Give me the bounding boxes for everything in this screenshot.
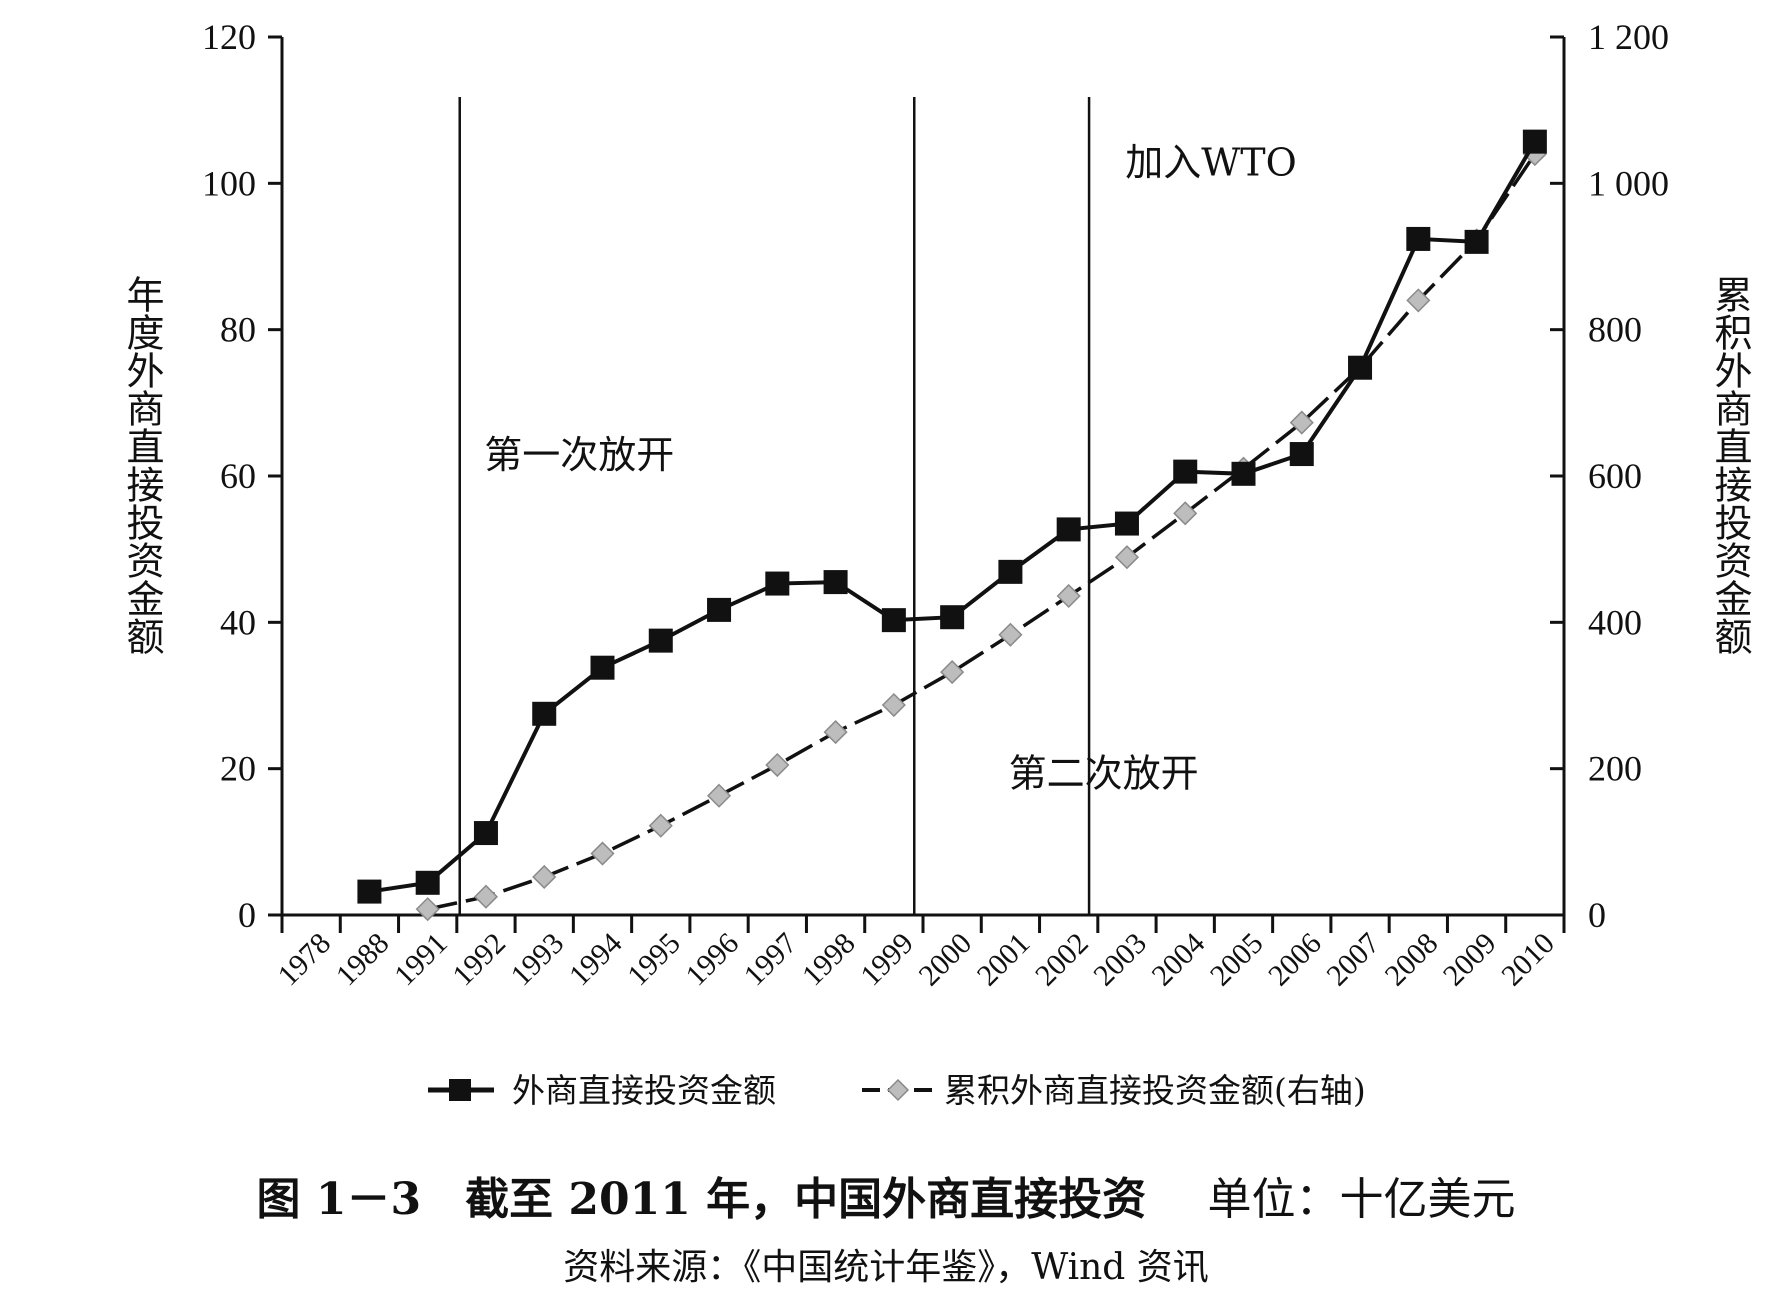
legend-item-cumulative-fdi: 累积外商直接投资金额(右轴) (944, 1071, 1366, 1110)
y-right-tick-label: 1 000 (1588, 163, 1669, 203)
x-tick-label: 1996 (679, 927, 745, 993)
cumulative-fdi-point (648, 813, 673, 838)
x-tick-label: 2009 (1437, 927, 1503, 993)
series-cumulative-fdi (415, 142, 1547, 922)
x-tick-label: 1978 (271, 927, 337, 993)
legend: 外商直接投资金额 累积外商直接投资金额(右轴) (428, 1071, 1366, 1110)
cumulative-fdi-point (1173, 501, 1198, 526)
x-tick-label: 2001 (971, 927, 1037, 993)
x-tick-label: 2006 (1262, 927, 1328, 993)
y-left-tick-label: 20 (220, 749, 256, 789)
cumulative-fdi-line (427, 153, 1537, 911)
x-tick-label: 2004 (1146, 927, 1212, 993)
x-tick-label: 1995 (621, 927, 687, 993)
y-right-tick-label: 600 (1588, 456, 1642, 496)
y-axis-right-label: 累积外商直接投资金额 (1708, 275, 1752, 655)
figure-title-main: 图 1－3 截至 2011 年，中国外商直接投资 (256, 1174, 1147, 1225)
y-left-tick-label: 40 (220, 602, 256, 642)
annual-fdi-point (823, 570, 848, 595)
annual-fdi-point (1348, 355, 1373, 380)
cumulative-fdi-point (765, 752, 790, 778)
annual-fdi-point (1406, 226, 1431, 251)
annual-fdi-point (532, 701, 557, 726)
x-tick-label: 1992 (446, 927, 512, 993)
cumulative-fdi-point (940, 660, 965, 685)
cumulative-fdi-point (590, 841, 615, 866)
y-right-tick-label: 1 200 (1588, 17, 1669, 57)
cumulative-fdi-point (998, 622, 1023, 647)
annual-fdi-point (1289, 442, 1314, 467)
chart-annotation: 加入WTO (1125, 140, 1297, 184)
legend-square-marker (449, 1079, 471, 1101)
cumulative-fdi-point (415, 897, 440, 922)
x-tick-label: 2007 (1320, 927, 1386, 993)
chart-annotation: 第二次放开 (1009, 751, 1199, 795)
annual-fdi-point (1173, 459, 1198, 484)
figure-source: 资料来源：《中国统计年鉴》，Wind 资讯 (563, 1247, 1209, 1288)
annual-fdi-point (590, 655, 615, 680)
x-tick-label: 1988 (330, 927, 396, 993)
cumulative-fdi-point (823, 720, 848, 745)
cumulative-fdi-point (1289, 410, 1314, 435)
legend-item-annual-fdi: 外商直接投资金额 (512, 1071, 776, 1110)
annual-fdi-point (707, 597, 732, 622)
y-right-tick-label: 200 (1588, 749, 1642, 789)
annual-fdi-point (1114, 511, 1139, 536)
y-left-tick-label: 60 (220, 456, 256, 496)
annual-fdi-point (1522, 129, 1547, 154)
annual-fdi-point (357, 879, 382, 904)
annual-fdi-point (998, 559, 1023, 584)
cumulative-fdi-point (1056, 583, 1081, 609)
annual-fdi-point (1464, 229, 1489, 254)
x-tick-label: 1999 (854, 927, 920, 993)
fdi-chart: 0 0 20 200 40 400 60 600 80 800 100 1 000 120 1 200 19… (120, 17, 1752, 1110)
y-left-tick-label: 100 (202, 163, 256, 203)
cumulative-fdi-point (1406, 288, 1431, 313)
y-right-tick-label: 800 (1588, 310, 1642, 350)
x-tick-label: 1991 (388, 927, 454, 993)
y-left-tick-label: 120 (202, 17, 256, 57)
y-right-tick-label: 0 (1588, 895, 1606, 935)
cumulative-fdi-point (1114, 545, 1140, 570)
axes: 0 0 20 200 40 400 60 600 80 800 100 1 000 120 1 200 19… (202, 17, 1669, 992)
annual-fdi-point (881, 608, 906, 633)
cumulative-fdi-point (532, 864, 557, 890)
annual-fdi-point (1056, 517, 1081, 542)
annual-fdi-point (415, 870, 440, 895)
series-annual-fdi (357, 129, 1547, 904)
cumulative-fdi-point (706, 783, 732, 808)
annual-fdi-point (765, 571, 790, 596)
figure-title-unit: 单位：十亿美元 (1207, 1174, 1516, 1225)
annual-fdi-line (369, 140, 1537, 894)
y-right-tick-label: 400 (1588, 602, 1642, 642)
x-tick-label: 2008 (1379, 927, 1445, 993)
cumulative-fdi-point (881, 692, 906, 718)
x-tick-label: 1998 (796, 927, 862, 993)
cumulative-fdi-point (473, 884, 499, 909)
x-tick-label: 1997 (738, 927, 804, 993)
y-left-tick-label: 80 (220, 310, 256, 350)
x-tick-label: 2010 (1495, 927, 1561, 993)
y-left-tick-label: 0 (238, 895, 256, 935)
legend-diamond-marker (886, 1078, 910, 1102)
x-tick-label: 2005 (1204, 927, 1270, 993)
chart-annotation: 第一次放开 (484, 433, 674, 477)
y-axis-left-label: 年度外商直接投资金额 (120, 275, 164, 655)
annual-fdi-point (1231, 461, 1256, 486)
x-tick-label: 2002 (1029, 927, 1095, 993)
x-tick-label: 1994 (563, 927, 629, 993)
x-tick-label: 1993 (505, 927, 571, 993)
figure-title: 图 1－3 截至 2011 年，中国外商直接投资 单位：十亿美元 (0, 1163, 1772, 1227)
annual-fdi-point (473, 821, 498, 846)
vertical-markers (458, 97, 1091, 915)
x-tick-label: 2000 (912, 927, 978, 993)
x-tick-label: 2003 (1087, 927, 1153, 993)
annual-fdi-point (648, 628, 673, 653)
annual-fdi-point (940, 605, 965, 630)
